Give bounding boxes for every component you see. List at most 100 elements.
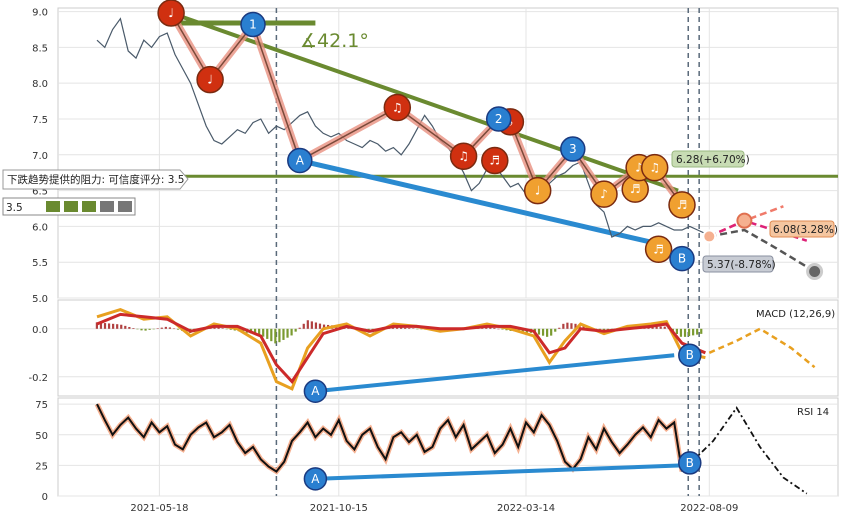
macd-histogram-bar [582, 325, 585, 329]
wave-marker-circle [485, 106, 512, 132]
y-tick-label: 8.0 [32, 79, 48, 90]
y-tick-label: 50 [35, 431, 48, 442]
note-marker-circle [644, 235, 673, 264]
macd-histogram-bar [566, 322, 569, 329]
note-marker-glyph: ♫ [392, 101, 403, 115]
macd-histogram-bar [663, 326, 666, 329]
y-tick-label: 7.0 [32, 151, 48, 162]
macd-marker-label: B [686, 348, 694, 362]
note-marker-glyph: ♬ [630, 182, 641, 196]
macd-histogram-bar [550, 328, 553, 336]
note-marker-circle [523, 176, 552, 205]
badge-icon-1 [46, 201, 60, 212]
macd-histogram-bar [554, 328, 557, 332]
macd-histogram-bar [675, 328, 679, 334]
x-tick-label: 2021-05-18 [130, 503, 188, 514]
note-marker-glyph: ♩ [535, 184, 541, 198]
badge-icon-3 [82, 201, 96, 212]
note-marker-glyph: ♬ [653, 242, 664, 256]
target-mid-label: 6.08(3.28%) [769, 220, 838, 238]
wave-marker-circle [287, 147, 313, 174]
angle-label: ∡42.1° [300, 30, 369, 52]
price-line [96, 17, 706, 238]
note-marker-glyph: ♩ [207, 73, 213, 87]
macd-histogram-bar [217, 327, 220, 329]
macd-histogram-bar [229, 328, 232, 330]
projection-origin [702, 229, 717, 244]
wave-marker-label: 3 [569, 142, 577, 156]
resistance-note-box [2, 169, 189, 190]
wave-marker-label: A [296, 154, 305, 168]
y-tick-label: 6.5 [32, 187, 48, 198]
target-mid-text: 6.08(3.28%) [773, 224, 838, 236]
projection-point-mid [736, 212, 753, 229]
macd-histogram-bar [700, 328, 703, 334]
note-marker-circle [590, 180, 618, 208]
y-tick-label: 0.0 [32, 325, 48, 336]
macd-histogram-bar [655, 326, 658, 329]
note-marker-circle [481, 146, 509, 175]
macd-histogram-bar [140, 328, 143, 331]
macd-line-signal [96, 312, 706, 385]
rsi-marker-label: B [686, 456, 694, 470]
wave-marker-circle [669, 245, 695, 272]
x-tick-label: 2022-03-14 [497, 503, 555, 514]
wave-marker-label: B [678, 252, 686, 266]
target-down-box [702, 255, 774, 273]
macd-histogram-bar [404, 327, 407, 329]
y-tick-label: 25 [35, 461, 48, 472]
note-marker-circle [640, 153, 669, 182]
macd-histogram-bar [282, 328, 285, 340]
macd-histogram-bar [253, 328, 257, 335]
macd-histogram-bar [136, 328, 139, 330]
y-tick-label: 0 [42, 492, 48, 503]
macd-marker-circle [303, 379, 328, 403]
macd-marker-label: A [311, 384, 320, 398]
y-tick-label: 8.5 [32, 43, 48, 54]
macd-histogram-bar [286, 328, 289, 338]
rsi-trend-line [315, 463, 683, 481]
note-marker-glyph: ♪ [600, 187, 608, 201]
rsi-marker-circle [678, 451, 702, 475]
macd-histogram-bar [156, 328, 159, 329]
macd-histogram-bar [537, 328, 541, 335]
y-tick-label: 5.0 [32, 294, 48, 305]
grid-lines [58, 8, 838, 497]
y-tick-label: 75 [35, 400, 48, 411]
macd-histogram-bar [221, 328, 224, 329]
target-mid-box [769, 220, 835, 238]
macd-histogram-bar [420, 328, 423, 330]
y-tick-label: 7.5 [32, 115, 48, 126]
macd-histogram-bar [322, 324, 326, 329]
panel-frame-2 [57, 397, 839, 497]
macd-histogram-bar [160, 327, 163, 329]
macd-histogram-bar [501, 328, 504, 330]
note-marker-glyph: ♩ [168, 6, 174, 20]
macd-histogram-bar [570, 323, 573, 329]
y-tick-label: 5.5 [32, 258, 48, 269]
macd-histogram-bar [302, 323, 305, 329]
x-tick-label: 2021-10-15 [310, 503, 368, 514]
target-down-text: 5.37(-8.78%) [707, 259, 776, 271]
macd-histogram-bar [99, 322, 103, 329]
badge-value: 3.5 [6, 202, 23, 214]
macd-histogram-bar [314, 322, 318, 329]
macd-histogram-bar [124, 325, 127, 329]
rsi-marker-circle [303, 467, 328, 491]
note-marker-circle [196, 65, 224, 94]
macd-histogram-bar [128, 326, 131, 329]
macd-histogram-bar [274, 328, 277, 344]
macd-marker-circle [678, 343, 702, 367]
wave-marker-label: 2 [495, 112, 503, 126]
projection-point-down [806, 263, 824, 281]
target-up-text: 6.28(+6.70%) [676, 154, 750, 166]
macd-histogram-bar [152, 328, 155, 330]
macd-histogram-bar [310, 321, 313, 329]
badge-row: 3.5 [2, 197, 136, 216]
macd-histogram-bar [659, 326, 662, 329]
note-marker-glyph: ♫ [458, 149, 469, 163]
macd-histogram-bar [400, 327, 403, 329]
rsi-marker-label: A [311, 472, 320, 486]
